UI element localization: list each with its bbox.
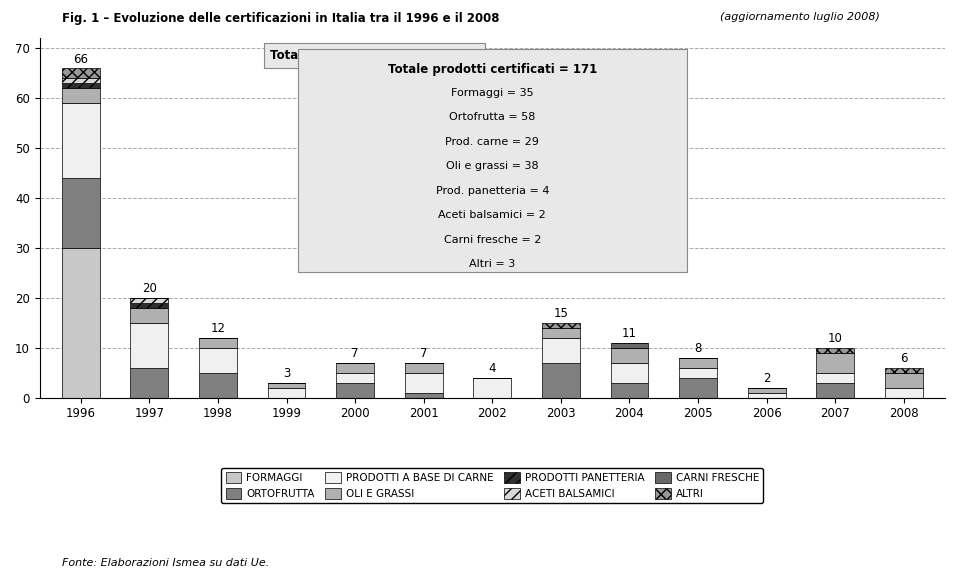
Text: 11: 11 (622, 327, 637, 340)
Bar (473, 378, 511, 398)
Legend: FORMAGGI, ORTOFRUTTA, PRODOTTI A BASE DI CARNE, OLI E GRASSI, PRODOTTI PANETTERI: FORMAGGI, ORTOFRUTTA, PRODOTTI A BASE DI… (222, 467, 763, 503)
Text: 4: 4 (489, 362, 496, 375)
Text: Ortofrutta = 58: Ortofrutta = 58 (449, 113, 536, 122)
Text: 7: 7 (351, 347, 359, 360)
Text: 6: 6 (900, 352, 907, 365)
Bar (131, 308, 168, 323)
Bar (199, 373, 237, 398)
Text: Aceti balsamici = 2: Aceti balsamici = 2 (439, 210, 546, 220)
Text: Oli e grassi = 38: Oli e grassi = 38 (446, 161, 539, 171)
Bar (61, 78, 100, 83)
Bar (199, 338, 237, 348)
FancyBboxPatch shape (298, 49, 687, 272)
Text: Prod. panetteria = 4: Prod. panetteria = 4 (436, 186, 549, 195)
Bar (542, 363, 580, 398)
Bar (61, 88, 100, 103)
Bar (611, 343, 648, 348)
Text: 10: 10 (828, 332, 843, 345)
Text: Prod. carne = 29: Prod. carne = 29 (445, 137, 540, 147)
Bar (680, 378, 717, 398)
Bar (611, 383, 648, 398)
Text: Formaggi = 35: Formaggi = 35 (451, 88, 534, 98)
Bar (61, 68, 100, 78)
Bar (131, 323, 168, 368)
Bar (885, 373, 923, 388)
Bar (61, 83, 100, 88)
Text: (aggiornamento luglio 2008): (aggiornamento luglio 2008) (720, 12, 880, 21)
Bar (885, 388, 923, 398)
Bar (611, 363, 648, 383)
Bar (542, 323, 580, 328)
Bar (680, 368, 717, 378)
Text: Carni fresche = 2: Carni fresche = 2 (444, 234, 541, 245)
Bar (816, 348, 854, 353)
Text: Altri = 3: Altri = 3 (469, 259, 516, 269)
Text: 15: 15 (554, 307, 568, 320)
Bar (131, 303, 168, 308)
Bar (268, 388, 305, 398)
Bar (748, 393, 785, 398)
Bar (405, 363, 443, 373)
Bar (816, 373, 854, 383)
Bar (199, 348, 237, 373)
Bar (816, 353, 854, 373)
Bar (336, 383, 374, 398)
Bar (542, 338, 580, 363)
Bar (336, 363, 374, 373)
Text: 2: 2 (763, 372, 771, 385)
Text: Totale prodotti certificati = 171: Totale prodotti certificati = 171 (270, 49, 479, 62)
Text: Totale prodotti certificati = 171: Totale prodotti certificati = 171 (388, 63, 597, 77)
Text: Fonte: Elaborazioni Ismea su dati Ue.: Fonte: Elaborazioni Ismea su dati Ue. (62, 559, 270, 568)
Text: 8: 8 (694, 342, 702, 356)
Bar (816, 383, 854, 398)
Text: 3: 3 (283, 367, 290, 380)
Bar (748, 388, 785, 393)
Bar (405, 373, 443, 393)
Bar (131, 368, 168, 398)
Text: 7: 7 (420, 347, 427, 360)
Text: 20: 20 (142, 282, 156, 295)
Bar (61, 178, 100, 248)
Bar (61, 103, 100, 178)
Bar (611, 348, 648, 363)
Bar (61, 248, 100, 398)
Bar (405, 393, 443, 398)
Bar (336, 373, 374, 383)
Text: Fig. 1 – Evoluzione delle certificazioni in Italia tra il 1996 e il 2008: Fig. 1 – Evoluzione delle certificazioni… (62, 12, 504, 24)
Bar (885, 368, 923, 373)
Text: 12: 12 (210, 322, 226, 335)
Bar (131, 298, 168, 303)
Bar (680, 358, 717, 368)
Bar (268, 383, 305, 388)
Bar (542, 328, 580, 338)
Text: 66: 66 (73, 53, 88, 66)
